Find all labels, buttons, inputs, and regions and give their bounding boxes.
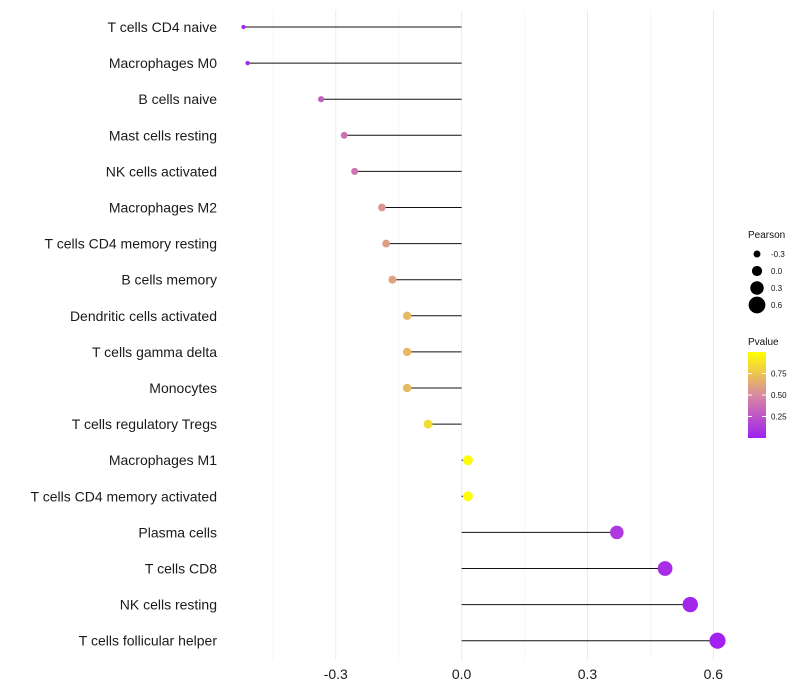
data-point bbox=[388, 275, 397, 284]
data-point bbox=[462, 491, 473, 502]
size-legend-title: Pearson bbox=[748, 230, 785, 241]
category-label: T cells follicular helper bbox=[79, 633, 218, 649]
category-label: T cells CD4 memory activated bbox=[31, 488, 217, 504]
data-point bbox=[402, 383, 412, 393]
category-label: Macrophages M2 bbox=[109, 200, 217, 216]
data-point bbox=[610, 525, 624, 540]
data-point bbox=[657, 561, 673, 576]
stems-layer bbox=[243, 26, 718, 642]
grid-layer bbox=[272, 10, 714, 660]
category-label: Mast cells resting bbox=[109, 127, 217, 143]
size-legend-label: 0.3 bbox=[771, 284, 783, 293]
data-point bbox=[317, 96, 325, 103]
data-point bbox=[709, 632, 726, 649]
category-label: B cells memory bbox=[121, 272, 217, 288]
colorbar-label: 0.75 bbox=[771, 370, 787, 379]
data-point bbox=[423, 419, 433, 429]
category-label: B cells naive bbox=[138, 91, 217, 107]
colorbar-label: 0.25 bbox=[771, 413, 787, 422]
data-point bbox=[462, 455, 473, 466]
colorbar bbox=[748, 352, 766, 438]
size-legend-key bbox=[750, 281, 764, 295]
category-label: Plasma cells bbox=[138, 524, 217, 540]
size-legend-key bbox=[751, 265, 763, 277]
category-label: T cells regulatory Tregs bbox=[72, 416, 217, 432]
size-legend-key bbox=[753, 250, 761, 258]
category-labels: T cells CD4 naive Macrophages M0 B cells n… bbox=[31, 19, 218, 649]
data-point bbox=[682, 596, 698, 613]
x-tick-label: 0.6 bbox=[704, 666, 724, 682]
category-label: T cells CD8 bbox=[145, 561, 217, 577]
size-legend-label: 0.6 bbox=[771, 301, 783, 310]
x-tick-label: 0.0 bbox=[452, 666, 472, 682]
color-legend-title: Pvalue bbox=[748, 337, 779, 348]
category-label: T cells CD4 memory resting bbox=[45, 236, 217, 252]
data-point bbox=[245, 60, 250, 66]
data-point bbox=[402, 311, 412, 320]
category-label: T cells gamma delta bbox=[92, 344, 217, 360]
category-label: NK cells resting bbox=[120, 597, 217, 613]
category-label: NK cells activated bbox=[106, 163, 217, 179]
size-legend-key bbox=[748, 296, 766, 314]
category-label: Macrophages M1 bbox=[109, 452, 217, 468]
category-label: Macrophages M0 bbox=[109, 55, 217, 71]
data-point bbox=[402, 347, 412, 357]
data-point bbox=[351, 167, 359, 175]
category-label: Dendritic cells activated bbox=[70, 308, 217, 324]
data-point bbox=[382, 239, 391, 248]
x-tick-label: -0.3 bbox=[324, 666, 348, 682]
data-point bbox=[241, 24, 246, 30]
colorbar-label: 0.50 bbox=[771, 391, 787, 400]
x-tick-label: 0.3 bbox=[578, 666, 598, 682]
size-legend-label: -0.3 bbox=[771, 250, 785, 259]
points-layer bbox=[241, 24, 726, 649]
color-legend: Pvalue 0.25 0.50 0.75 bbox=[748, 337, 787, 438]
data-point bbox=[340, 131, 348, 139]
size-legend-label: 0.0 bbox=[771, 267, 783, 276]
category-label: T cells CD4 naive bbox=[108, 19, 218, 35]
size-legend: Pearson -0.3 0.0 0.3 0.6 bbox=[748, 230, 785, 314]
category-label: Monocytes bbox=[149, 380, 217, 396]
data-point bbox=[378, 203, 386, 212]
x-axis-ticks: -0.3 0.0 0.3 0.6 bbox=[324, 666, 724, 682]
